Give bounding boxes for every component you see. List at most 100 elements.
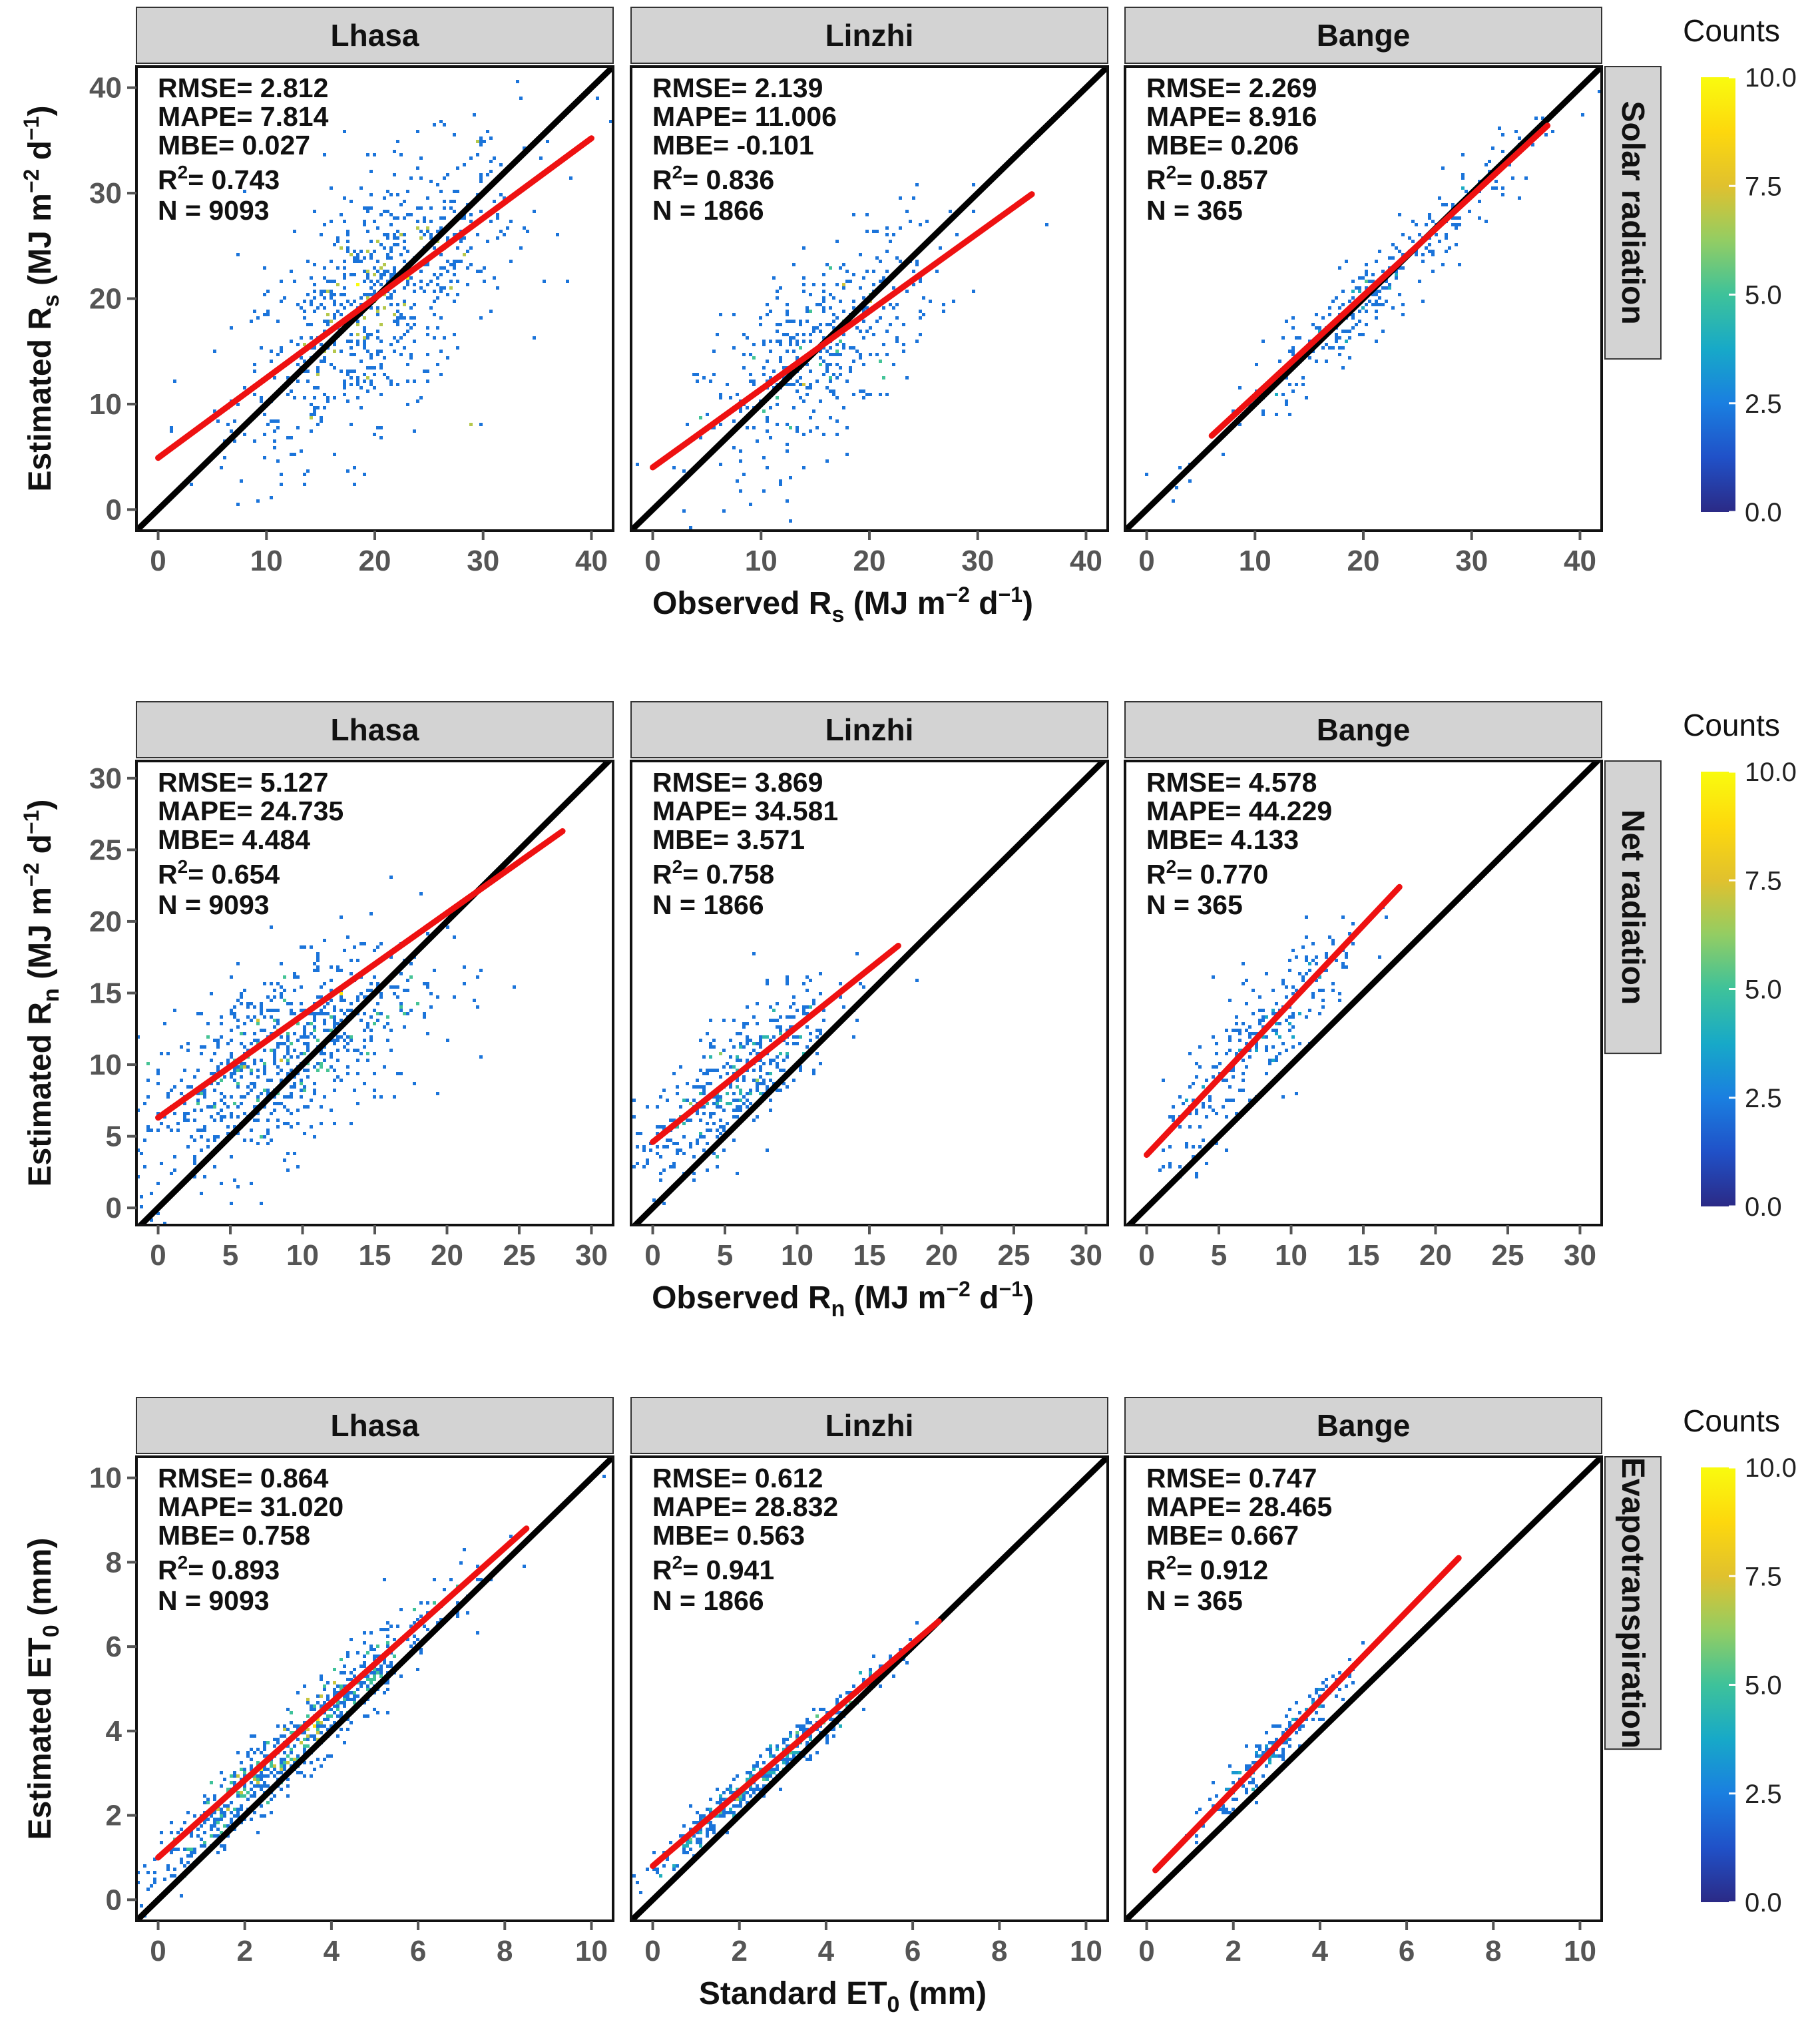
density-cell xyxy=(739,489,742,493)
density-cell xyxy=(283,1724,286,1728)
density-cell xyxy=(389,1625,393,1628)
density-cell xyxy=(1421,260,1425,263)
density-cell xyxy=(323,153,326,156)
density-cell xyxy=(722,1125,726,1129)
density-cell xyxy=(1235,1029,1238,1032)
density-cell xyxy=(196,1129,200,1132)
x-tick-label: 8 xyxy=(497,1935,513,1967)
density-cell xyxy=(749,1039,752,1042)
density-cell xyxy=(1375,260,1378,263)
y-title-sub: s xyxy=(39,294,64,307)
density-cell xyxy=(862,1678,865,1681)
density-cell xyxy=(186,1085,190,1089)
density-cell xyxy=(346,399,349,403)
density-cell xyxy=(310,1032,313,1035)
density-cell xyxy=(290,1721,293,1724)
density-cell xyxy=(256,1019,260,1022)
density-cell xyxy=(276,1092,280,1095)
x-title-main: Standard ET xyxy=(699,1976,887,2011)
density-cell xyxy=(689,1838,692,1841)
density-cell xyxy=(353,1698,356,1701)
row-label: Evapotranspiration xyxy=(1615,1457,1650,1748)
density-cell xyxy=(1168,1162,1172,1165)
density-cell xyxy=(173,1874,176,1878)
density-cell xyxy=(356,260,359,263)
density-cell xyxy=(373,153,376,156)
density-cell xyxy=(719,1794,722,1798)
density-cell xyxy=(706,1072,709,1075)
density-cell xyxy=(1361,1641,1365,1645)
density-cell xyxy=(213,1119,216,1122)
density-cell xyxy=(250,1082,253,1085)
density-cell xyxy=(196,1012,200,1015)
density-cell xyxy=(203,1175,206,1178)
density-cell xyxy=(1455,243,1458,246)
stat-rmse: RMSE= 4.578 xyxy=(1146,767,1317,798)
density-cell xyxy=(895,256,899,260)
density-cell xyxy=(1225,1149,1228,1152)
density-cell xyxy=(1318,1704,1321,1708)
density-cell xyxy=(476,1565,479,1568)
density-cell xyxy=(183,1115,186,1119)
density-cell xyxy=(835,1711,839,1714)
density-cell xyxy=(749,1788,752,1791)
density-cell xyxy=(1258,995,1261,999)
density-cell xyxy=(283,1761,286,1764)
density-cell xyxy=(383,1025,386,1029)
density-cell xyxy=(1361,276,1365,280)
density-cell xyxy=(1348,1674,1351,1678)
density-cell xyxy=(250,1019,253,1022)
density-cell xyxy=(369,253,373,256)
density-cell xyxy=(240,1062,243,1065)
density-cell xyxy=(1265,1035,1268,1039)
density-cell xyxy=(270,419,273,423)
density-cell xyxy=(280,1768,283,1771)
density-cell xyxy=(133,1924,136,1927)
density-cell xyxy=(719,1132,722,1135)
density-cell xyxy=(809,1734,812,1738)
plot-area xyxy=(83,1457,613,1957)
density-cell xyxy=(1215,1794,1218,1798)
density-cell xyxy=(1378,296,1381,300)
density-cell xyxy=(220,1115,223,1119)
density-cell xyxy=(772,1059,776,1062)
density-cell xyxy=(286,1152,290,1155)
density-cell xyxy=(403,1012,406,1015)
density-cell xyxy=(273,1794,276,1798)
density-cell xyxy=(662,1125,666,1129)
density-cell xyxy=(233,1072,236,1075)
density-cell xyxy=(1428,216,1431,220)
density-cell xyxy=(250,1042,253,1045)
density-cell xyxy=(266,1784,270,1788)
density-cell xyxy=(912,283,915,286)
density-cell xyxy=(379,1628,383,1631)
density-cell xyxy=(356,253,359,256)
density-cell xyxy=(366,1678,369,1681)
density-cell xyxy=(240,1808,243,1811)
density-cell xyxy=(453,190,456,193)
density-cell xyxy=(742,1095,746,1099)
density-cell xyxy=(213,350,216,353)
density-cell xyxy=(413,1641,416,1645)
density-cell xyxy=(642,1165,646,1168)
y-tick-label: 6 xyxy=(106,1631,122,1663)
density-cell xyxy=(419,396,423,399)
density-cell xyxy=(1145,473,1148,476)
density-cell xyxy=(283,1734,286,1738)
density-cell xyxy=(266,290,270,293)
density-cell xyxy=(376,1668,379,1671)
density-cell xyxy=(509,1535,513,1538)
density-cell xyxy=(376,330,379,333)
density-cell xyxy=(240,1761,243,1764)
density-cell xyxy=(716,1788,719,1791)
density-cell xyxy=(250,1764,253,1768)
density-cell xyxy=(323,360,326,363)
density-cell xyxy=(766,1748,769,1751)
density-cell xyxy=(363,223,366,226)
density-cell xyxy=(416,1002,419,1005)
y-tick-label: 15 xyxy=(89,977,122,1010)
density-cell xyxy=(399,253,403,256)
density-cell xyxy=(180,1092,183,1095)
density-cell xyxy=(83,1954,87,1957)
x-tick-label: 20 xyxy=(1419,1239,1452,1272)
